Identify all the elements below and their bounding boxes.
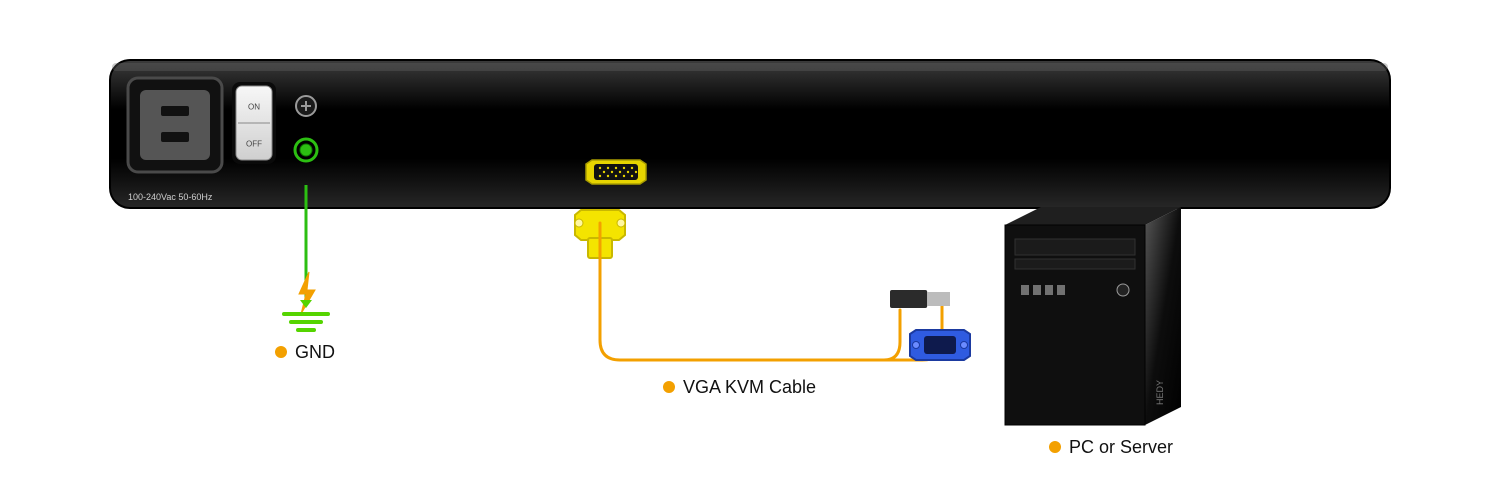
svg-text:VGA KVM Cable: VGA KVM Cable xyxy=(683,377,816,397)
connection-diagram: ON OFF 100-240Vac 50-60Hz HEDY GND VGA KVM Ca… xyxy=(0,0,1500,500)
svg-text:GND: GND xyxy=(295,342,335,362)
vga-plug-pc-icon xyxy=(910,330,970,360)
usb-plug-icon xyxy=(890,290,950,308)
power-switch: ON OFF xyxy=(232,82,276,164)
switch-off-label: OFF xyxy=(246,140,262,149)
gnd-label: GND xyxy=(275,342,335,362)
pc-label: PC or Server xyxy=(1049,437,1173,457)
kvm-device: ON OFF 100-240Vac 50-60Hz xyxy=(110,60,1390,208)
pc-tower-icon: HEDY xyxy=(1005,207,1181,425)
vga-port-icon xyxy=(586,160,646,184)
power-spec-label: 100-240Vac 50-60Hz xyxy=(128,192,213,202)
pc-brand-label: HEDY xyxy=(1155,380,1165,405)
ground-symbol-icon xyxy=(284,272,328,330)
cable-label: VGA KVM Cable xyxy=(663,377,816,397)
power-inlet-icon xyxy=(128,78,222,172)
switch-on-label: ON xyxy=(248,103,260,112)
svg-text:PC or Server: PC or Server xyxy=(1069,437,1173,457)
